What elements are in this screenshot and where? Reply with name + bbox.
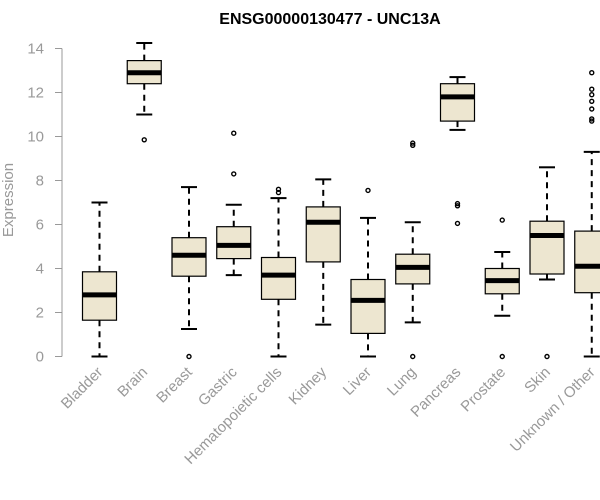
box-iqr xyxy=(529,220,565,275)
y-tick-label: 10 xyxy=(27,129,44,146)
y-tick-label: 12 xyxy=(27,85,44,102)
outlier-point xyxy=(589,91,595,98)
y-tick-label: 14 xyxy=(27,41,44,58)
box-iqr xyxy=(305,206,341,263)
outlier-point xyxy=(589,69,595,76)
box-bladder xyxy=(81,201,118,358)
outlier-point xyxy=(410,140,416,146)
x-tick-label: Unknown / Other xyxy=(507,364,599,456)
x-tick-label: Lung xyxy=(384,364,420,400)
x-tick-label: Skin xyxy=(521,364,554,397)
box-liver xyxy=(350,187,386,358)
outlier-point xyxy=(186,353,192,360)
box-iqr xyxy=(216,226,252,260)
x-tick-label: Liver xyxy=(340,364,375,399)
y-tick-label: 8 xyxy=(36,173,44,190)
outlier-point xyxy=(499,217,505,223)
outlier-point xyxy=(544,353,550,360)
outlier-point xyxy=(410,353,416,360)
box-iqr xyxy=(574,230,600,294)
box-gastric xyxy=(216,130,252,277)
box-skin xyxy=(529,166,565,360)
x-tick-label: Bladder xyxy=(58,364,107,413)
outlier-point xyxy=(589,86,595,92)
box-breast xyxy=(171,186,207,360)
outlier-point xyxy=(410,142,416,149)
outlier-point xyxy=(454,200,461,207)
box-iqr xyxy=(260,256,297,300)
box-lung xyxy=(395,140,431,360)
boxes-group xyxy=(81,42,600,360)
y-tick-label: 2 xyxy=(36,305,44,322)
outlier-point xyxy=(231,130,237,136)
box-iqr xyxy=(350,278,386,335)
box-prostate xyxy=(484,217,520,360)
outlier-point xyxy=(499,353,505,360)
x-tick-label: Breast xyxy=(153,363,196,406)
outlier-point xyxy=(231,171,237,177)
outlier-point xyxy=(365,187,371,194)
outlier-point xyxy=(454,203,461,209)
x-tick-label: Brain xyxy=(114,364,151,401)
outlier-point xyxy=(141,137,147,143)
box-kidney xyxy=(305,178,341,326)
outlier-point xyxy=(589,116,595,122)
outlier-point xyxy=(589,98,595,105)
box-hematopoietic-cells xyxy=(260,186,297,358)
x-tick-label: Prostate xyxy=(458,364,510,416)
x-tick-label: Kidney xyxy=(286,363,331,408)
y-tick-label: 0 xyxy=(36,349,44,366)
outlier-point xyxy=(454,220,461,227)
outlier-point xyxy=(275,186,282,193)
box-brain xyxy=(126,42,162,143)
y-axis-label: Expression xyxy=(0,163,17,237)
box-pancreas xyxy=(439,76,476,227)
y-tick-label: 4 xyxy=(36,261,44,278)
box-unknown-other xyxy=(574,69,600,358)
y-axis: 0 2 4 6 8 10 12 14 xyxy=(27,41,63,366)
outlier-point xyxy=(589,118,595,124)
box-iqr xyxy=(439,83,476,122)
outlier-point xyxy=(589,106,595,112)
y-tick-label: 6 xyxy=(36,217,44,234)
chart-title: ENSG00000130477 - UNC13A xyxy=(219,11,441,28)
